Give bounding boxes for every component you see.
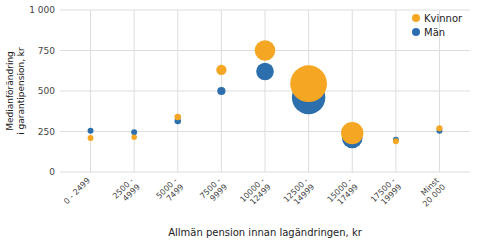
bubble [341, 122, 363, 144]
series [88, 63, 443, 149]
x-tick-label: 17500 -19999 [369, 176, 404, 211]
y-tick-label: 750 [38, 46, 55, 56]
axes: 0 250 500 750 1 000 0 - 2499 2500 -4999 5000 -7… [5, 5, 447, 238]
y-tick-label: 250 [38, 127, 55, 137]
bubble [88, 135, 94, 141]
legend-label: Män [424, 27, 445, 38]
bubble [131, 134, 137, 140]
bubble [255, 40, 276, 61]
legend-label: Kvinnor [424, 13, 463, 24]
series [88, 40, 443, 144]
y-tick-label: 0 [49, 167, 55, 177]
x-tick-label: Minst20 000 [415, 176, 448, 209]
y-tick-label: 500 [38, 86, 55, 96]
legend: Kvinnor Män [412, 13, 463, 38]
x-tick-label: 15000 -17499 [325, 176, 360, 211]
legend-marker [412, 14, 420, 22]
x-tick-label: 5000 -7499 [155, 176, 186, 207]
x-tick-label: 12500 -14999 [282, 176, 317, 211]
bubble [256, 63, 274, 81]
plot-area [88, 40, 443, 148]
x-grid-line [395, 10, 396, 172]
x-grid-line [265, 10, 266, 172]
bubble [290, 65, 327, 102]
x-tick-label: 2500 -4999 [111, 176, 142, 207]
x-axis-label: Allmän pension innan lagändringen, kr [168, 227, 363, 238]
bubble [175, 114, 182, 121]
bubble [436, 125, 442, 131]
bubble [216, 65, 226, 75]
x-grid-line [134, 10, 135, 172]
x-tick-label: 0 - 2499 [62, 176, 92, 206]
bubble [131, 129, 137, 135]
bubble [393, 138, 399, 144]
y-tick-label: 1 000 [29, 5, 55, 15]
x-grid-line [90, 10, 91, 172]
chart: 0 250 500 750 1 000 0 - 2499 2500 -4999 5000 -7… [0, 0, 480, 240]
bubble [88, 128, 94, 134]
x-grid-line [177, 10, 178, 172]
y-axis-label: Medianförändringi garantipension, kr [5, 47, 26, 135]
x-tick-label: 7500 -9999 [198, 176, 229, 207]
bubble [217, 87, 225, 95]
grid [60, 10, 470, 172]
legend-marker [412, 28, 420, 36]
x-tick-label: 10000 -12499 [238, 176, 273, 211]
